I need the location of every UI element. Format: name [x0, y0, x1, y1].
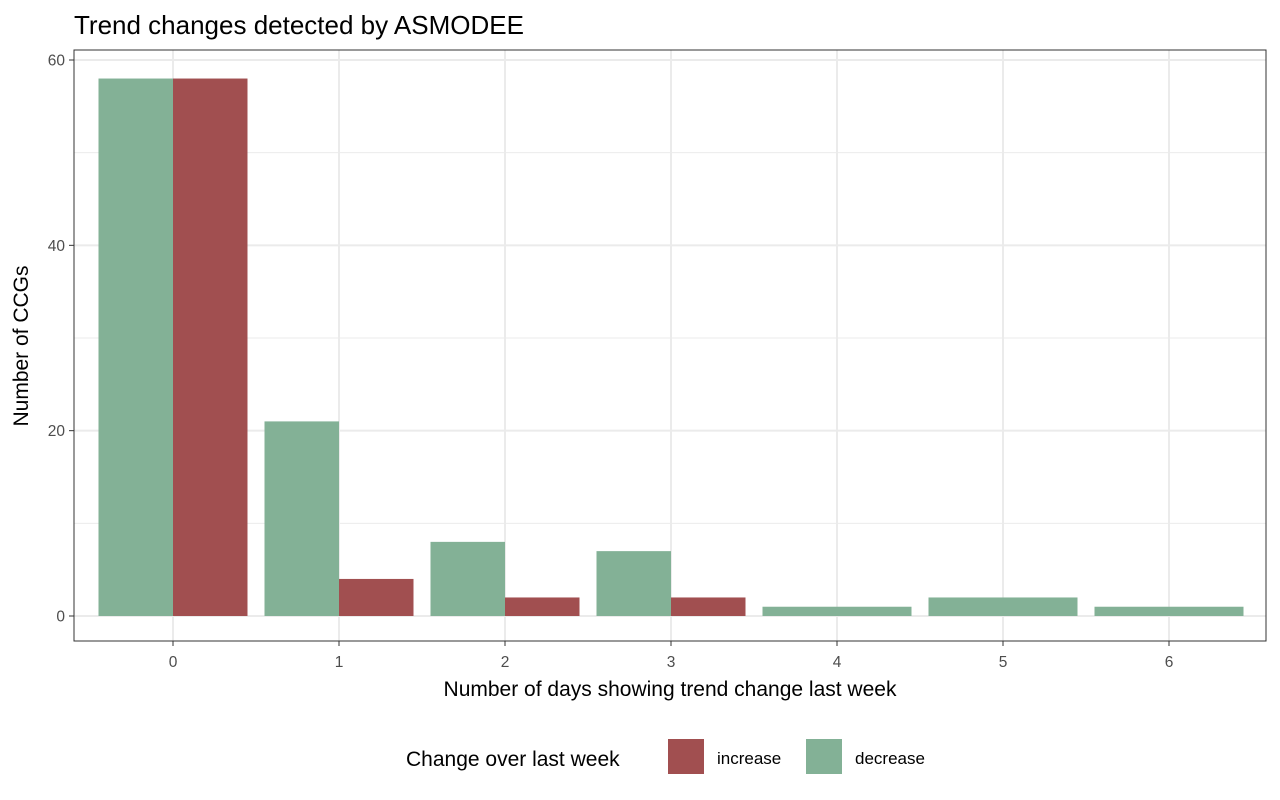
legend-label-decrease: decrease: [855, 749, 925, 768]
bar-decrease-5: [928, 597, 1078, 616]
x-tick-label: 5: [999, 654, 1008, 671]
x-tick-label: 2: [501, 654, 510, 671]
bars: [98, 78, 1244, 617]
x-tick-label: 0: [169, 654, 178, 671]
y-tick-label: 60: [48, 53, 66, 70]
legend: Change over last week increase decrease: [406, 739, 925, 774]
bar-increase-3: [671, 597, 746, 616]
bar-decrease-4: [762, 606, 912, 616]
x-tick-label: 1: [335, 654, 344, 671]
x-tick-label: 6: [1165, 654, 1174, 671]
gridlines: [74, 50, 1266, 641]
x-tick-label: 4: [833, 654, 842, 671]
bar-decrease-0: [98, 78, 173, 617]
x-tick-label: 3: [667, 654, 676, 671]
bar-increase-2: [505, 597, 580, 616]
x-axis: 0 1 2 3 4 5 6: [169, 641, 1174, 671]
y-axis-title: Number of CCGs: [10, 265, 33, 426]
bar-increase-1: [339, 578, 414, 616]
bar-decrease-1: [264, 421, 339, 616]
bar-decrease-6: [1094, 606, 1244, 616]
y-tick-label: 20: [48, 423, 66, 440]
y-tick-label: 0: [56, 609, 65, 626]
legend-swatch-decrease: [806, 739, 842, 774]
bar-decrease-3: [596, 551, 671, 616]
y-axis: 0 20 40 60: [48, 53, 74, 626]
bar-decrease-2: [430, 541, 505, 616]
plot-panel: [73, 49, 1267, 642]
legend-label-increase: increase: [717, 749, 781, 768]
legend-title: Change over last week: [406, 748, 620, 771]
chart-title: Trend changes detected by ASMODEE: [74, 10, 524, 40]
bar-increase-0: [173, 78, 248, 617]
legend-swatch-increase: [668, 739, 704, 774]
legend-keys: increase decrease: [668, 739, 925, 774]
x-axis-title: Number of days showing trend change last…: [444, 678, 897, 701]
y-tick-label: 40: [48, 238, 66, 255]
